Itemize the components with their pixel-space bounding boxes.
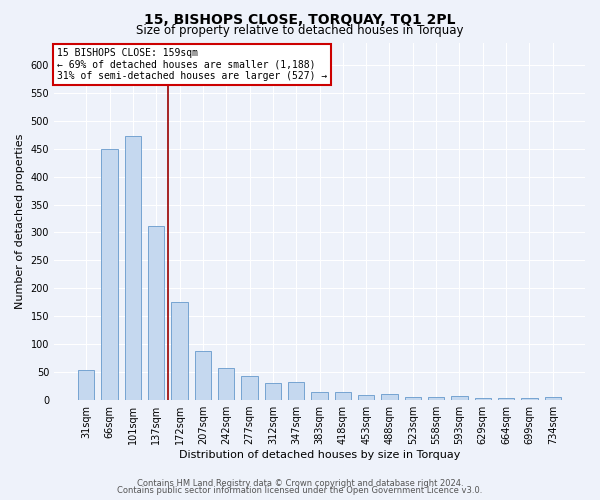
Bar — [498, 398, 514, 400]
Bar — [475, 398, 491, 400]
Text: Contains public sector information licensed under the Open Government Licence v3: Contains public sector information licen… — [118, 486, 482, 495]
Bar — [148, 226, 164, 400]
Bar — [545, 398, 561, 400]
Y-axis label: Number of detached properties: Number of detached properties — [15, 134, 25, 309]
Text: 15 BISHOPS CLOSE: 159sqm
← 69% of detached houses are smaller (1,188)
31% of sem: 15 BISHOPS CLOSE: 159sqm ← 69% of detach… — [56, 48, 327, 81]
Bar — [335, 392, 351, 400]
Text: Size of property relative to detached houses in Torquay: Size of property relative to detached ho… — [136, 24, 464, 37]
Bar — [125, 136, 141, 400]
Text: Contains HM Land Registry data © Crown copyright and database right 2024.: Contains HM Land Registry data © Crown c… — [137, 478, 463, 488]
Bar — [218, 368, 235, 400]
Bar — [404, 398, 421, 400]
Bar — [101, 148, 118, 400]
Bar — [265, 384, 281, 400]
Bar — [241, 376, 258, 400]
Bar — [428, 398, 444, 400]
Bar — [172, 302, 188, 400]
X-axis label: Distribution of detached houses by size in Torquay: Distribution of detached houses by size … — [179, 450, 460, 460]
Bar — [288, 382, 304, 400]
Bar — [521, 398, 538, 400]
Text: 15, BISHOPS CLOSE, TORQUAY, TQ1 2PL: 15, BISHOPS CLOSE, TORQUAY, TQ1 2PL — [144, 12, 456, 26]
Bar — [382, 394, 398, 400]
Bar — [78, 370, 94, 400]
Bar — [195, 351, 211, 400]
Bar — [311, 392, 328, 400]
Bar — [451, 396, 467, 400]
Bar — [358, 395, 374, 400]
